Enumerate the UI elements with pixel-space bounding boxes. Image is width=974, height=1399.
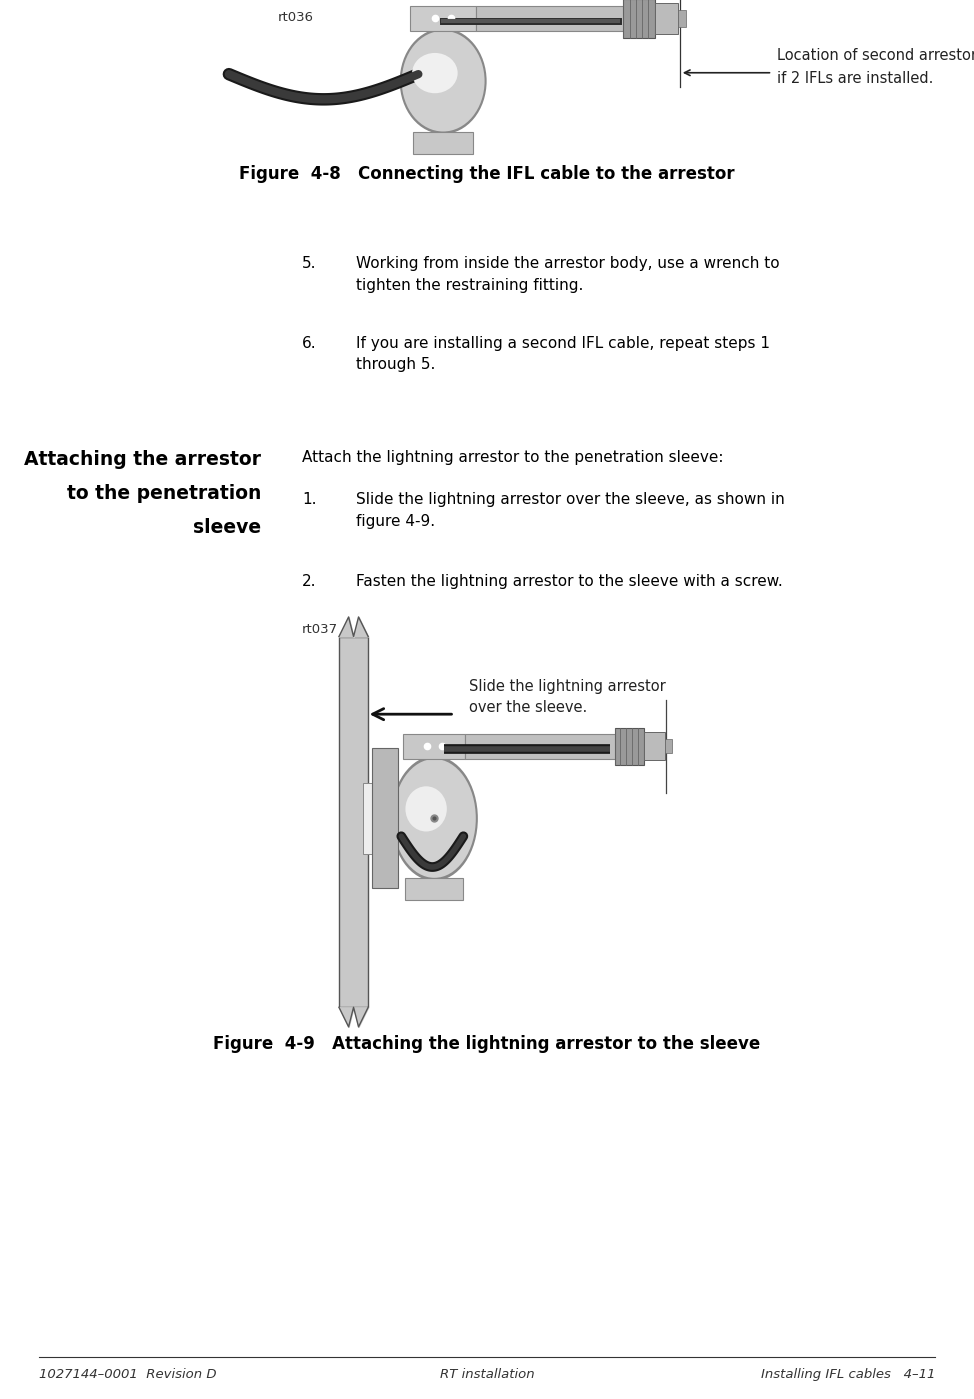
Bar	[678, 10, 686, 27]
Bar	[655, 3, 678, 34]
Ellipse shape	[412, 53, 458, 94]
Bar	[476, 6, 648, 31]
Text: Figure  4-9   Attaching the lightning arrestor to the sleeve: Figure 4-9 Attaching the lightning arres…	[213, 1035, 761, 1053]
Bar	[644, 733, 665, 761]
Bar	[466, 733, 639, 758]
Bar	[410, 6, 476, 31]
Text: rt036: rt036	[278, 11, 314, 24]
Bar	[363, 782, 391, 853]
Text: Slide the lightning arrestor over the sleeve, as shown in
figure 4-9.: Slide the lightning arrestor over the sl…	[356, 492, 784, 529]
Text: 1027144–0001  Revision D: 1027144–0001 Revision D	[39, 1368, 216, 1381]
Text: Installing IFL cables   4–11: Installing IFL cables 4–11	[761, 1368, 935, 1381]
Text: 1.: 1.	[302, 492, 317, 508]
Text: Figure  4-8   Connecting the IFL cable to the arrestor: Figure 4-8 Connecting the IFL cable to t…	[240, 165, 734, 183]
Text: Slide the lightning arrestor
over the sleeve.: Slide the lightning arrestor over the sl…	[469, 680, 666, 715]
Bar	[339, 637, 368, 1007]
Bar	[615, 727, 644, 764]
Bar	[623, 0, 655, 38]
Ellipse shape	[402, 31, 485, 132]
Text: Fasten the lightning arrestor to the sleeve with a screw.: Fasten the lightning arrestor to the sle…	[356, 574, 782, 589]
Bar	[372, 748, 398, 888]
Text: 6.: 6.	[302, 336, 317, 351]
Text: sleeve: sleeve	[193, 518, 261, 537]
Text: rt037: rt037	[302, 623, 338, 635]
Text: Attach the lightning arrestor to the penetration sleeve:: Attach the lightning arrestor to the pen…	[302, 450, 724, 466]
Text: If you are installing a second IFL cable, repeat steps 1
through 5.: If you are installing a second IFL cable…	[356, 336, 769, 372]
Text: Working from inside the arrestor body, use a wrench to
tighten the restraining f: Working from inside the arrestor body, u…	[356, 256, 779, 292]
Text: 2.: 2.	[302, 574, 317, 589]
Text: 5.: 5.	[302, 256, 317, 271]
Bar	[413, 132, 473, 154]
Ellipse shape	[393, 758, 475, 879]
Text: if 2 IFLs are installed.: if 2 IFLs are installed.	[777, 71, 934, 85]
Text: RT installation: RT installation	[439, 1368, 535, 1381]
Bar	[665, 739, 672, 753]
Ellipse shape	[391, 755, 478, 881]
Text: to the penetration: to the penetration	[66, 484, 261, 504]
Ellipse shape	[399, 28, 487, 134]
Bar	[403, 733, 466, 758]
Text: Location of second arrestor,: Location of second arrestor,	[777, 49, 974, 63]
Bar	[405, 879, 464, 901]
Text: Attaching the arrestor: Attaching the arrestor	[24, 450, 261, 470]
Ellipse shape	[405, 786, 447, 831]
